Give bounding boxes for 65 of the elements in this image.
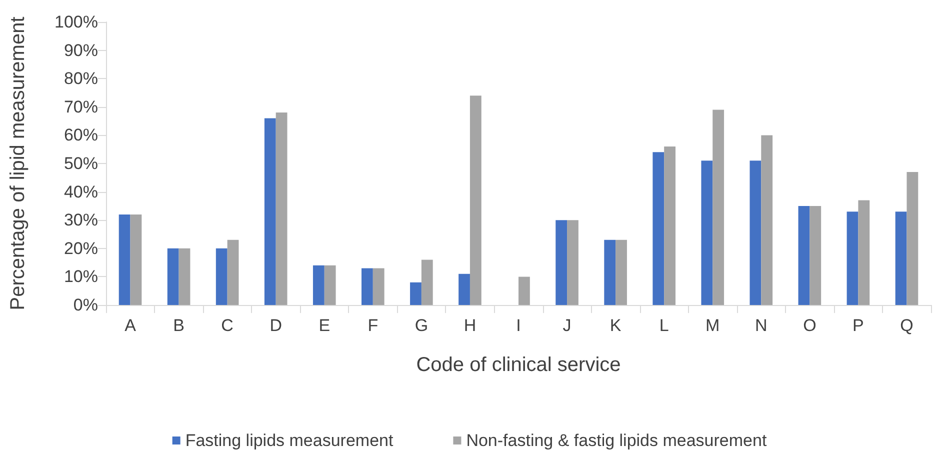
- bar: [410, 282, 422, 305]
- bar: [118, 214, 130, 305]
- bar: [798, 206, 810, 305]
- bar: [895, 212, 907, 305]
- bar: [906, 172, 918, 305]
- y-tick-label: 70%: [64, 97, 98, 116]
- x-tick-label: K: [610, 316, 622, 335]
- bar: [130, 214, 142, 305]
- y-tick-label: 80%: [64, 69, 98, 88]
- bar: [276, 112, 288, 305]
- bar: [167, 248, 179, 305]
- bar: [556, 220, 568, 305]
- bar: [810, 206, 822, 305]
- x-tick-label: J: [562, 316, 572, 335]
- y-tick-label: 10%: [64, 267, 98, 286]
- bar: [470, 96, 482, 305]
- bar: [264, 118, 276, 305]
- legend-label: Fasting lipids measurement: [185, 431, 394, 450]
- bar: [518, 276, 530, 305]
- bar: [216, 248, 228, 305]
- bar: [178, 248, 190, 305]
- x-axis-title: Code of clinical service: [416, 354, 621, 376]
- bar: [652, 152, 664, 305]
- x-tick-label: A: [124, 316, 137, 335]
- bar: [616, 240, 627, 305]
- x-tick-label: O: [803, 316, 816, 335]
- bar: [858, 200, 870, 305]
- y-tick-label: 40%: [64, 182, 98, 202]
- legend-label: Non-fasting & fastig lipids measurement: [466, 431, 767, 450]
- x-tick-label: Q: [900, 316, 914, 335]
- y-tick-label: 90%: [64, 40, 98, 60]
- bar: [227, 240, 239, 305]
- y-tick-label: 30%: [64, 210, 98, 230]
- x-tick-label: C: [221, 316, 234, 335]
- bar: [761, 135, 773, 305]
- x-tick-label: M: [706, 316, 720, 335]
- bar: [712, 110, 724, 305]
- x-tick-label: D: [270, 316, 282, 335]
- bar: [664, 146, 676, 305]
- x-tick-label: B: [173, 316, 184, 335]
- bar: [312, 265, 324, 305]
- bar: [324, 265, 336, 305]
- x-tick-label: I: [516, 316, 521, 335]
- x-tick-label: H: [464, 316, 476, 335]
- y-tick-label: 60%: [64, 126, 98, 145]
- bar: [701, 160, 713, 305]
- y-tick-label: 0%: [73, 296, 98, 314]
- x-tick-label: E: [318, 316, 330, 335]
- x-tick-label: G: [414, 316, 428, 335]
- x-tick-label: P: [852, 316, 864, 335]
- bar: [846, 212, 858, 305]
- bar: [372, 268, 384, 305]
- bar: [421, 260, 433, 305]
- y-tick-label: 50%: [64, 154, 98, 173]
- y-axis-title: Percentage of lipid measurement: [7, 16, 29, 310]
- x-tick-label: N: [755, 316, 768, 335]
- bar: [458, 274, 470, 305]
- bar: [750, 160, 762, 305]
- y-tick-label: 20%: [64, 238, 98, 258]
- bar: [567, 220, 578, 305]
- y-tick-label: 100%: [54, 12, 98, 32]
- x-tick-label: L: [659, 316, 669, 335]
- bar: [362, 268, 373, 305]
- x-tick-label: F: [368, 316, 378, 335]
- bar: [604, 240, 616, 305]
